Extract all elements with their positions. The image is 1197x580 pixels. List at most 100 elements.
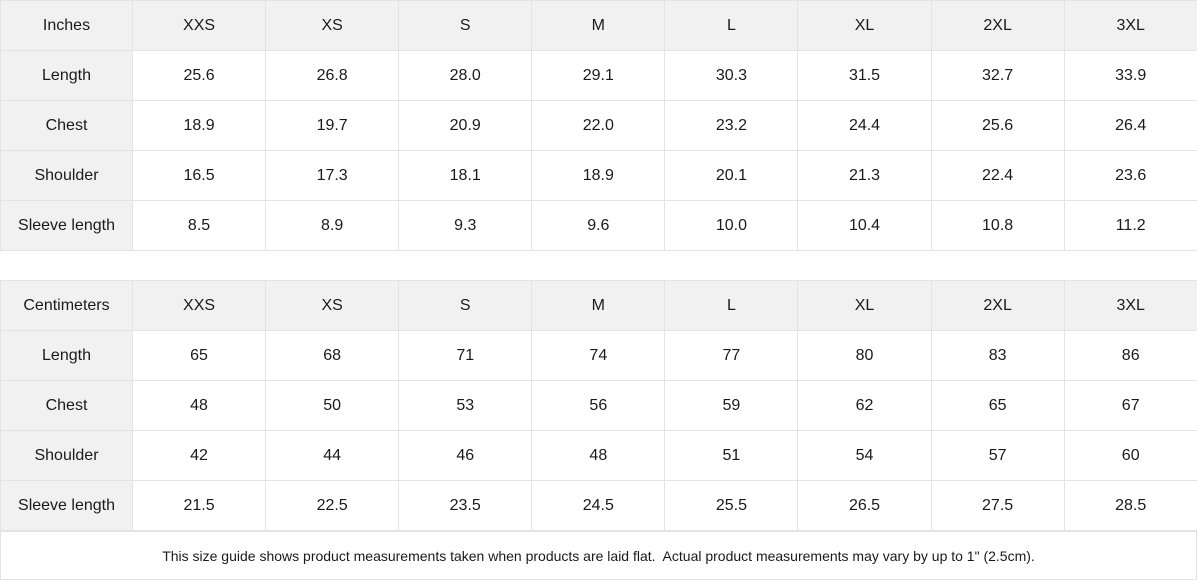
- inches-length-xxs: 25.6: [131, 50, 267, 101]
- inches-chest-l: 23.2: [664, 100, 799, 151]
- inches-column-header-l: L: [664, 0, 799, 51]
- inches-length-2xl: 32.7: [930, 50, 1065, 101]
- centimeters-shoulder-xl: 54: [797, 430, 932, 482]
- centimeters-shoulder-xxs: 42: [131, 430, 267, 482]
- inches-length-xs: 26.8: [265, 50, 400, 101]
- inches-sleeve-length-2xl: 10.8: [930, 200, 1065, 251]
- centimeters-shoulder-xs: 44: [265, 430, 400, 482]
- centimeters-length-2xl: 83: [930, 330, 1065, 382]
- table-row: Sleeve length 21.5 22.5 23.5 24.5 25.5 2…: [0, 480, 1197, 532]
- centimeters-chest-l: 59: [664, 380, 799, 432]
- centimeters-length-l: 77: [664, 330, 799, 382]
- inches-shoulder-m: 18.9: [531, 150, 666, 201]
- inches-shoulder-xs: 17.3: [265, 150, 400, 201]
- inches-length-s: 28.0: [398, 50, 533, 101]
- centimeters-sleeve-length-xxs: 21.5: [131, 480, 267, 532]
- centimeters-column-header-l: L: [664, 280, 799, 332]
- inches-column-header-s: S: [398, 0, 533, 51]
- inches-column-header-xs: XS: [265, 0, 400, 51]
- centimeters-row-label-length: Length: [0, 330, 133, 382]
- inches-column-header-2xl: 2XL: [930, 0, 1065, 51]
- centimeters-row-label-sleeve-length: Sleeve length: [0, 480, 133, 532]
- inches-row-label-sleeve-length: Sleeve length: [0, 200, 133, 251]
- inches-column-header-xxs: XXS: [131, 0, 267, 51]
- centimeters-column-header-s: S: [398, 280, 533, 332]
- centimeters-shoulder-m: 48: [531, 430, 666, 482]
- centimeters-length-xl: 80: [797, 330, 932, 382]
- centimeters-sleeve-length-xl: 26.5: [797, 480, 932, 532]
- centimeters-chest-3xl: 67: [1063, 380, 1197, 432]
- inches-chest-xxs: 18.9: [131, 100, 267, 151]
- table-row: Chest 48 50 53 56 59 62 65 67: [0, 380, 1197, 432]
- centimeters-row-label-shoulder: Shoulder: [0, 430, 133, 482]
- centimeters-column-header-xxs: XXS: [131, 280, 267, 332]
- inches-sleeve-length-xxs: 8.5: [131, 200, 267, 251]
- centimeters-sleeve-length-l: 25.5: [664, 480, 799, 532]
- inches-column-header-xl: XL: [797, 0, 932, 51]
- inches-table-body: Length 25.6 26.8 28.0 29.1 30.3 31.5 32.…: [0, 50, 1197, 251]
- inches-length-3xl: 33.9: [1063, 50, 1197, 101]
- inches-row-label-shoulder: Shoulder: [0, 150, 133, 201]
- centimeters-sleeve-length-s: 23.5: [398, 480, 533, 532]
- inches-table-header: Inches XXS XS S M L XL 2XL 3XL: [0, 0, 1197, 51]
- centimeters-length-xs: 68: [265, 330, 400, 382]
- centimeters-column-header-2xl: 2XL: [930, 280, 1065, 332]
- centimeters-column-header-xl: XL: [797, 280, 932, 332]
- inches-shoulder-3xl: 23.6: [1063, 150, 1197, 201]
- inches-sleeve-length-l: 10.0: [664, 200, 799, 251]
- inches-shoulder-2xl: 22.4: [930, 150, 1065, 201]
- table-row: Length 25.6 26.8 28.0 29.1 30.3 31.5 32.…: [0, 50, 1197, 101]
- inches-shoulder-l: 20.1: [664, 150, 799, 201]
- table-row: Length 65 68 71 74 77 80 83 86: [0, 330, 1197, 382]
- inches-length-l: 30.3: [664, 50, 799, 101]
- centimeters-chest-xxs: 48: [131, 380, 267, 432]
- centimeters-table-body: Length 65 68 71 74 77 80 83 86 Chest 48 …: [0, 330, 1197, 532]
- centimeters-column-header-3xl: 3XL: [1063, 280, 1197, 332]
- inches-chest-xs: 19.7: [265, 100, 400, 151]
- inches-sleeve-length-3xl: 11.2: [1063, 200, 1197, 251]
- centimeters-size-table: Centimeters XXS XS S M L XL 2XL 3XL Leng…: [0, 280, 1197, 532]
- centimeters-length-3xl: 86: [1063, 330, 1197, 382]
- inches-shoulder-xxs: 16.5: [131, 150, 267, 201]
- inches-sleeve-length-xs: 8.9: [265, 200, 400, 251]
- centimeters-chest-m: 56: [531, 380, 666, 432]
- centimeters-length-s: 71: [398, 330, 533, 382]
- centimeters-sleeve-length-m: 24.5: [531, 480, 666, 532]
- table-header-row: Centimeters XXS XS S M L XL 2XL 3XL: [0, 280, 1197, 332]
- inches-row-label-chest: Chest: [0, 100, 133, 151]
- centimeters-sleeve-length-xs: 22.5: [265, 480, 400, 532]
- centimeters-chest-xs: 50: [265, 380, 400, 432]
- table-separator-gap: [0, 251, 1197, 281]
- inches-column-header-m: M: [531, 0, 666, 51]
- inches-length-xl: 31.5: [797, 50, 932, 101]
- inches-column-header-3xl: 3XL: [1063, 0, 1197, 51]
- centimeters-shoulder-3xl: 60: [1063, 430, 1197, 482]
- centimeters-length-m: 74: [531, 330, 666, 382]
- centimeters-shoulder-2xl: 57: [930, 430, 1065, 482]
- inches-sleeve-length-s: 9.3: [398, 200, 533, 251]
- inches-sleeve-length-xl: 10.4: [797, 200, 932, 251]
- centimeters-column-header-m: M: [531, 280, 666, 332]
- table-header-row: Inches XXS XS S M L XL 2XL 3XL: [0, 0, 1197, 51]
- table-row: Shoulder 42 44 46 48 51 54 57 60: [0, 430, 1197, 482]
- inches-unit-header: Inches: [0, 0, 133, 51]
- inches-shoulder-s: 18.1: [398, 150, 533, 201]
- inches-size-table: Inches XXS XS S M L XL 2XL 3XL Length 25…: [0, 0, 1197, 251]
- table-row: Shoulder 16.5 17.3 18.1 18.9 20.1 21.3 2…: [0, 150, 1197, 201]
- centimeters-sleeve-length-3xl: 28.5: [1063, 480, 1197, 532]
- centimeters-shoulder-s: 46: [398, 430, 533, 482]
- inches-chest-2xl: 25.6: [930, 100, 1065, 151]
- size-guide-footnote: This size guide shows product measuremen…: [0, 531, 1197, 580]
- inches-chest-3xl: 26.4: [1063, 100, 1197, 151]
- centimeters-row-label-chest: Chest: [0, 380, 133, 432]
- inches-chest-m: 22.0: [531, 100, 666, 151]
- table-row: Sleeve length 8.5 8.9 9.3 9.6 10.0 10.4 …: [0, 200, 1197, 251]
- centimeters-unit-header: Centimeters: [0, 280, 133, 332]
- centimeters-length-xxs: 65: [131, 330, 267, 382]
- centimeters-chest-s: 53: [398, 380, 533, 432]
- inches-row-label-length: Length: [0, 50, 133, 101]
- centimeters-sleeve-length-2xl: 27.5: [930, 480, 1065, 532]
- inches-length-m: 29.1: [531, 50, 666, 101]
- centimeters-column-header-xs: XS: [265, 280, 400, 332]
